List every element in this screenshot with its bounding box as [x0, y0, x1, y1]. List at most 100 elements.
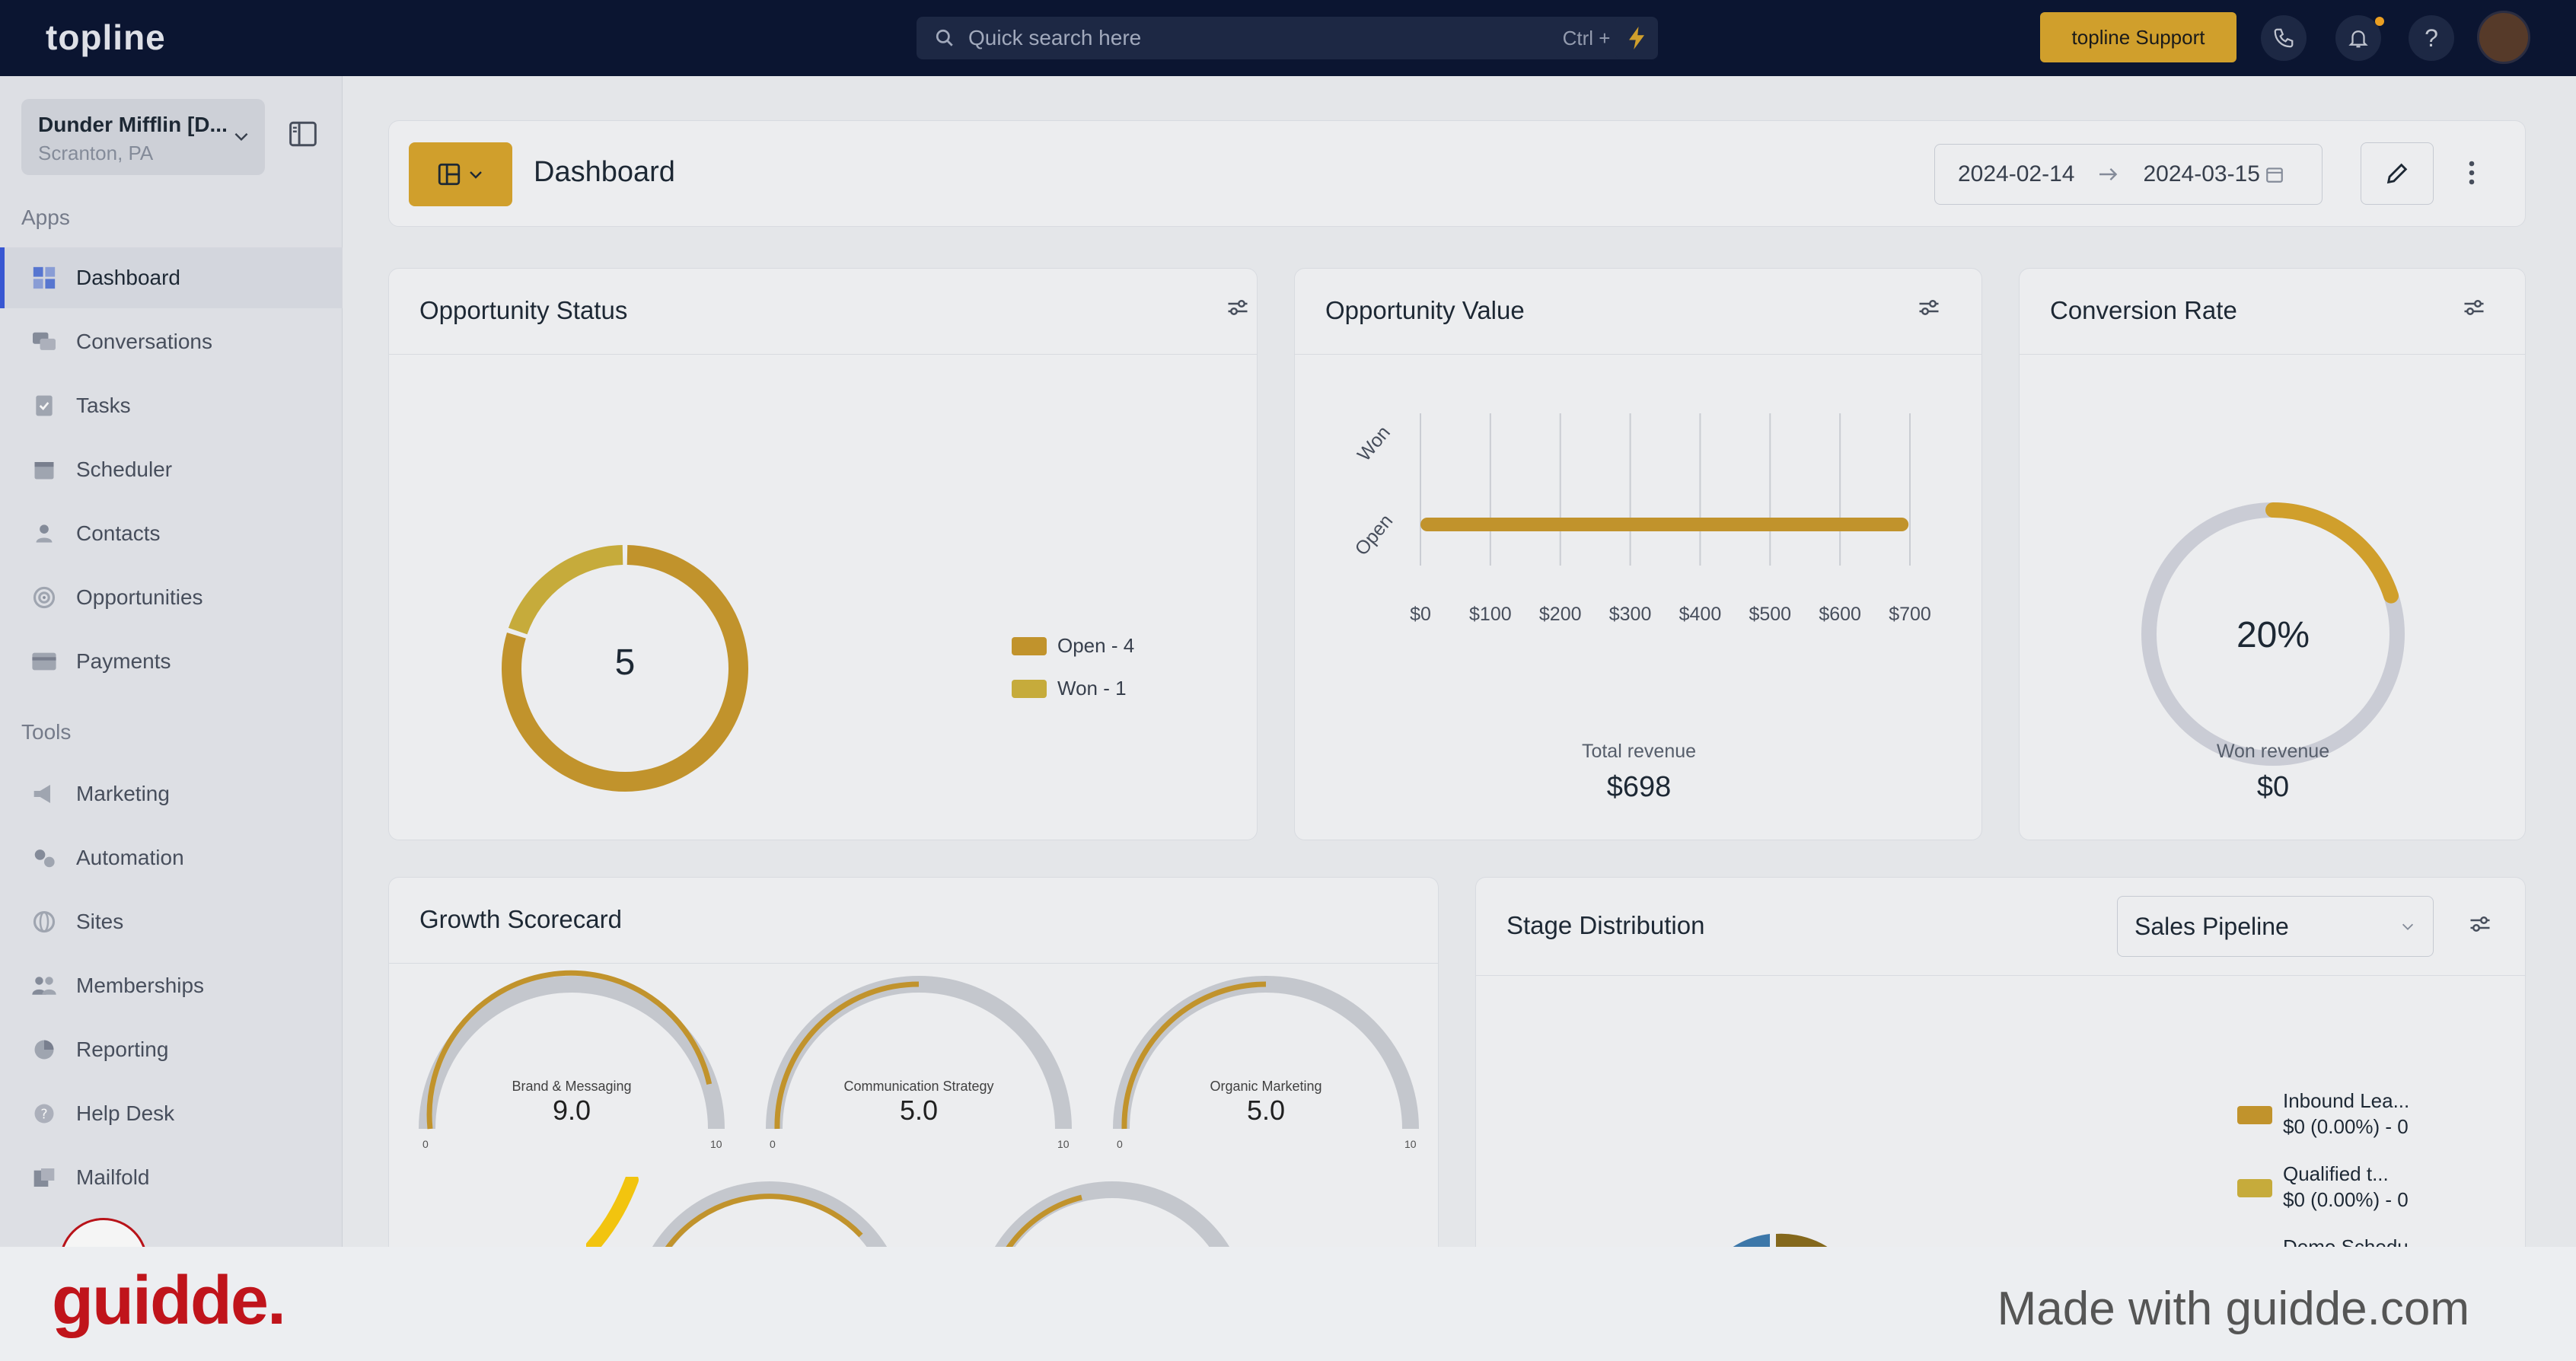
dashboard-switcher-button[interactable]: [409, 142, 512, 206]
sidebar-item-opportunities[interactable]: Opportunities: [0, 567, 343, 628]
arrow-right-icon: [2097, 165, 2120, 183]
y-tick-label: Open: [1350, 510, 1397, 559]
location-address: Scranton, PA: [38, 142, 154, 164]
edit-dashboard-button[interactable]: [2361, 142, 2434, 205]
gauge-max-label: 10: [1057, 1138, 1070, 1150]
sidebar-item-scheduler[interactable]: Scheduler: [0, 439, 343, 500]
sidebar-item-payments[interactable]: Payments: [0, 631, 343, 692]
x-tick-label: $600: [1819, 604, 1861, 625]
sidebar-item-mailfold[interactable]: Mailfold: [0, 1147, 343, 1208]
phone-icon: [2272, 27, 2295, 49]
sidebar-item-contacts[interactable]: Contacts: [0, 503, 343, 564]
quick-actions-button[interactable]: [1615, 17, 1658, 59]
card-filter-button[interactable]: [2469, 914, 2492, 934]
guidde-logo[interactable]: guidde.: [52, 1263, 286, 1339]
dashboard-icon: [30, 264, 58, 292]
legend-value: $0 (0.00%) - 0: [2283, 1115, 2409, 1138]
guidde-footer: guidde. Made with guidde.com: [0, 1247, 2576, 1361]
gauge-arc: [1113, 976, 1419, 1130]
sidebar-item-memberships[interactable]: Memberships: [0, 955, 343, 1016]
sidebar-item-label: Payments: [76, 649, 171, 673]
legend-item-open[interactable]: Open - 4: [1012, 634, 1134, 658]
donut-total: 5: [614, 642, 636, 683]
sidebar-item-label: Contacts: [76, 521, 161, 545]
bell-icon: [2347, 27, 2370, 49]
quick-search[interactable]: Quick search here Ctrl + K: [917, 17, 1647, 59]
chevron-down-icon: [231, 126, 251, 146]
gauge-label: Communication Strategy 5.0: [805, 1079, 1033, 1127]
x-tick-label: $200: [1539, 604, 1582, 625]
help-icon: ?: [30, 1100, 58, 1127]
sidebar-item-tasks[interactable]: Tasks: [0, 375, 343, 436]
location-switcher[interactable]: Dunder Mifflin [D... Scranton, PA: [21, 99, 265, 175]
page-title: Dashboard: [534, 156, 675, 188]
card-filter-button[interactable]: [1918, 298, 1940, 317]
svg-text:?: ?: [40, 1107, 47, 1122]
card-title: Conversion Rate: [2050, 296, 2237, 324]
x-tick-label: $700: [1889, 604, 1931, 625]
pipeline-select-value: Sales Pipeline: [2134, 912, 2289, 940]
sidebar-item-label: Scheduler: [76, 457, 173, 481]
card-title: Opportunity Value: [1325, 296, 1525, 324]
sidebar-item-conversations[interactable]: Conversations: [0, 311, 343, 372]
more-options-button[interactable]: [2467, 159, 2476, 186]
lightning-icon: [1627, 27, 1647, 49]
legend-label: Won - 1: [1057, 677, 1127, 700]
sidebar-item-label: Memberships: [76, 974, 205, 997]
help-button[interactable]: ?: [2409, 15, 2454, 61]
growth-scorecard-card: Growth Scorecard Brand & Messaging 9.0 0 10…: [388, 877, 1439, 1273]
sidebar-item-reporting[interactable]: Reporting: [0, 1019, 343, 1080]
opportunity-status-card: Opportunity Status 5 Open - 4 Won - 1: [388, 268, 1258, 840]
card-filter-button[interactable]: [1226, 298, 1249, 317]
location-name: Dunder Mifflin [D...: [38, 113, 228, 136]
card-filter-button[interactable]: [2463, 298, 2485, 317]
top-navigation-bar: topline Quick search here Ctrl + K topli…: [0, 0, 2576, 76]
chat-icon: [30, 328, 58, 355]
app-logo[interactable]: topline: [46, 18, 166, 57]
question-icon: ?: [2425, 24, 2438, 52]
x-tick-label: $500: [1749, 604, 1791, 625]
gauge-arc: [419, 970, 725, 1130]
target-icon: [30, 584, 58, 611]
sliders-icon: [1918, 298, 1940, 317]
sidebar-item-label: Tasks: [76, 394, 131, 417]
collapse-sidebar-button[interactable]: [288, 120, 318, 148]
donut-slice-won[interactable]: [508, 545, 623, 635]
total-revenue-value: $698: [1606, 771, 1672, 803]
pipeline-select[interactable]: Sales Pipeline: [2117, 896, 2434, 957]
user-avatar[interactable]: [2477, 11, 2530, 64]
gauge-fill: [651, 1194, 863, 1272]
sidebar-item-dashboard[interactable]: Dashboard: [0, 247, 343, 308]
tasks-icon: [30, 392, 58, 419]
bar-open[interactable]: [1420, 518, 1909, 531]
gauge-arc: [766, 976, 1072, 1130]
opportunity-value-card: Opportunity Value $0 $100 $200 $300 $400 $500…: [1294, 268, 1982, 840]
notifications-button[interactable]: [2335, 15, 2381, 61]
globe-icon: [30, 908, 58, 935]
gauge-communication-strategy: Communication Strategy 5.0 0 10: [759, 969, 1079, 1167]
card-divider: [1476, 975, 2525, 976]
card-divider: [1295, 354, 1981, 355]
x-tick-label: $400: [1679, 604, 1722, 625]
legend-swatch: [2237, 1179, 2272, 1197]
gauge-value: 5.0: [1246, 1095, 1286, 1126]
sidebar-item-sites[interactable]: Sites: [0, 891, 343, 952]
date-range-picker[interactable]: 2024-02-14 2024-03-15: [1934, 144, 2323, 205]
sidebar-item-automation[interactable]: Automation: [0, 827, 343, 888]
sidebar-item-marketing[interactable]: Marketing: [0, 763, 343, 824]
ring-progress[interactable]: [2265, 502, 2399, 604]
gauge-max-label: 10: [710, 1138, 722, 1150]
gauge-label: Organic Marketing 5.0: [1152, 1079, 1380, 1127]
support-button[interactable]: topline Support: [2040, 12, 2236, 62]
card-divider: [2020, 354, 2525, 355]
phone-button[interactable]: [2261, 15, 2307, 61]
legend-value: $0 (0.00%) - 0: [2283, 1188, 2409, 1211]
sidebar-item-label: Dashboard: [76, 266, 180, 289]
sidebar-item-label: Reporting: [76, 1037, 169, 1061]
sidebar-item-help-desk[interactable]: ? Help Desk: [0, 1083, 343, 1144]
gauge-fill: [426, 970, 713, 1130]
sliders-icon: [2463, 298, 2485, 317]
layout-icon: [436, 161, 462, 187]
legend-swatch: [1012, 636, 1047, 655]
legend-item-won[interactable]: Won - 1: [1012, 677, 1127, 700]
